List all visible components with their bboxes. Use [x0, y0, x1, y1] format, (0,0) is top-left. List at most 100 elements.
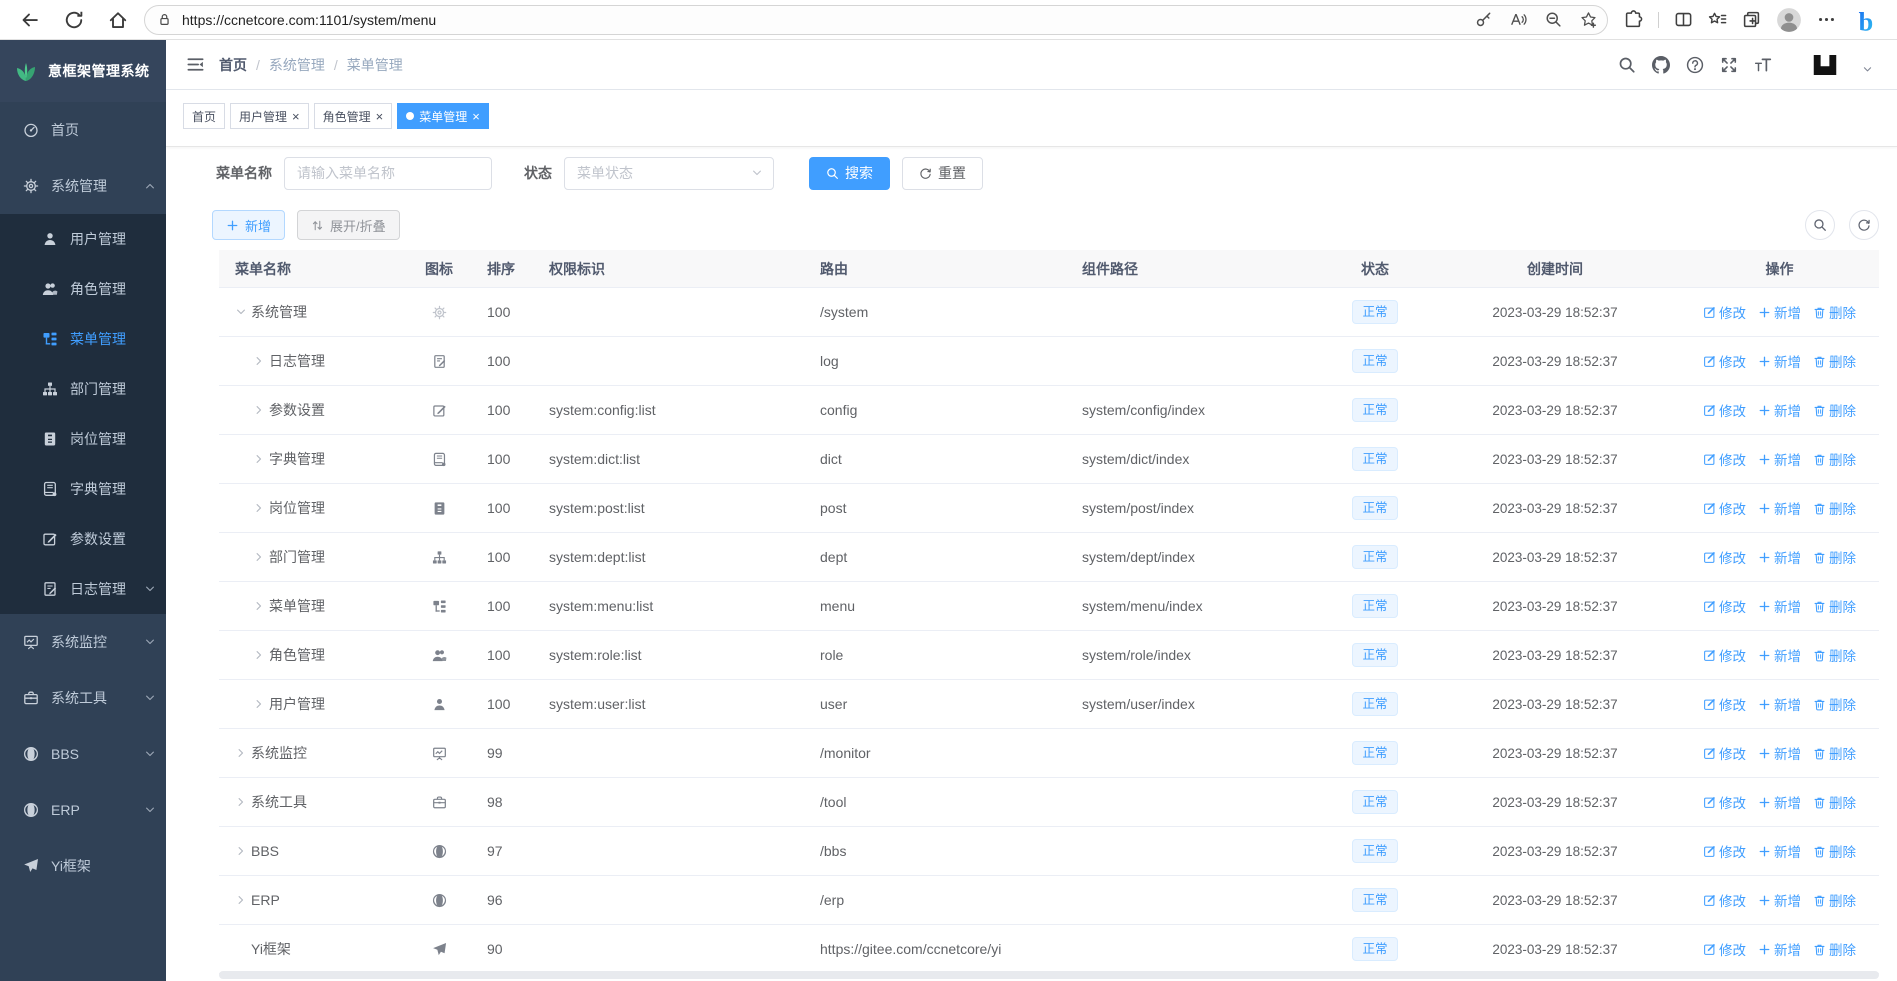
reset-button[interactable]: 重置: [902, 156, 983, 190]
row-edit-button[interactable]: 修改: [1703, 596, 1746, 616]
chevron-right-icon[interactable]: [253, 698, 265, 710]
tab-menu[interactable]: 菜单管理 ×: [397, 103, 489, 129]
reload-icon[interactable]: [64, 10, 84, 30]
sidebar-item-yi[interactable]: Yi框架: [0, 838, 166, 894]
row-delete-button[interactable]: 删除: [1813, 400, 1856, 420]
row-delete-button[interactable]: 删除: [1813, 596, 1856, 616]
search-button[interactable]: 搜索: [809, 156, 890, 190]
profile-avatar[interactable]: [1776, 7, 1802, 33]
row-edit-button[interactable]: 修改: [1703, 743, 1746, 763]
url-text[interactable]: https://ccnetcore.com:1101/system/menu: [182, 11, 437, 28]
chevron-right-icon[interactable]: [253, 404, 265, 416]
sidebar-item-system[interactable]: 系统管理: [0, 158, 166, 214]
password-key-icon[interactable]: [1475, 11, 1492, 28]
home-icon[interactable]: [108, 10, 128, 30]
row-add-button[interactable]: 新增: [1758, 351, 1801, 371]
row-edit-button[interactable]: 修改: [1703, 890, 1746, 910]
row-add-button[interactable]: 新增: [1758, 694, 1801, 714]
chevron-right-icon[interactable]: [235, 894, 247, 906]
chevron-right-icon[interactable]: [253, 551, 265, 563]
row-add-button[interactable]: 新增: [1758, 400, 1801, 420]
sidebar-item-monitor[interactable]: 系统监控: [0, 614, 166, 670]
chevron-right-icon[interactable]: [235, 845, 247, 857]
collections-icon[interactable]: [1742, 10, 1761, 29]
tab-user[interactable]: 用户管理 ×: [230, 103, 309, 129]
row-edit-button[interactable]: 修改: [1703, 449, 1746, 469]
row-delete-button[interactable]: 删除: [1813, 694, 1856, 714]
tab-close-icon[interactable]: ×: [472, 108, 480, 124]
tab-role[interactable]: 角色管理 ×: [313, 103, 393, 129]
breadcrumb-item[interactable]: 系统管理: [268, 56, 325, 73]
settings-more-icon[interactable]: [1817, 10, 1836, 29]
row-add-button[interactable]: 新增: [1758, 743, 1801, 763]
chevron-right-icon[interactable]: [253, 453, 265, 465]
row-delete-button[interactable]: 删除: [1813, 792, 1856, 812]
row-edit-button[interactable]: 修改: [1703, 400, 1746, 420]
breadcrumb-item[interactable]: 首页: [219, 56, 247, 73]
sidebar-item-bbs[interactable]: BBS: [0, 726, 166, 782]
row-edit-button[interactable]: 修改: [1703, 645, 1746, 665]
row-edit-button[interactable]: 修改: [1703, 498, 1746, 518]
tab-close-icon[interactable]: ×: [292, 108, 300, 124]
refresh-table-button[interactable]: [1849, 210, 1879, 240]
row-edit-button[interactable]: 修改: [1703, 939, 1746, 959]
row-edit-button[interactable]: 修改: [1703, 547, 1746, 567]
github-icon[interactable]: [1652, 56, 1670, 74]
row-delete-button[interactable]: 删除: [1813, 939, 1856, 959]
sidebar-item-role[interactable]: 角色管理: [0, 264, 166, 314]
chevron-right-icon[interactable]: [253, 600, 265, 612]
user-menu-logo[interactable]: [1808, 50, 1842, 80]
sidebar-item-menu[interactable]: 菜单管理: [0, 314, 166, 364]
chevron-right-icon[interactable]: [235, 747, 247, 759]
row-add-button[interactable]: 新增: [1758, 890, 1801, 910]
sidebar-item-home[interactable]: 首页: [0, 102, 166, 158]
row-add-button[interactable]: 新增: [1758, 792, 1801, 812]
row-add-button[interactable]: 新增: [1758, 841, 1801, 861]
collapse-sidebar-icon[interactable]: [186, 55, 205, 74]
read-aloud-icon[interactable]: [1510, 11, 1527, 28]
row-add-button[interactable]: 新增: [1758, 645, 1801, 665]
copilot-icon[interactable]: [1853, 5, 1883, 35]
help-icon[interactable]: [1686, 56, 1704, 74]
row-add-button[interactable]: 新增: [1758, 449, 1801, 469]
sidebar-item-post[interactable]: 岗位管理: [0, 414, 166, 464]
row-edit-button[interactable]: 修改: [1703, 351, 1746, 371]
sidebar-item-erp[interactable]: ERP: [0, 782, 166, 838]
row-add-button[interactable]: 新增: [1758, 596, 1801, 616]
row-edit-button[interactable]: 修改: [1703, 841, 1746, 861]
favorites-icon[interactable]: [1708, 10, 1727, 29]
sidebar-item-config[interactable]: 参数设置: [0, 514, 166, 564]
chevron-right-icon[interactable]: [253, 355, 265, 367]
address-bar[interactable]: https://ccnetcore.com:1101/system/menu: [144, 4, 1608, 35]
extensions-icon[interactable]: [1624, 10, 1643, 29]
row-add-button[interactable]: 新增: [1758, 498, 1801, 518]
sidebar-item-dept[interactable]: 部门管理: [0, 364, 166, 414]
row-delete-button[interactable]: 删除: [1813, 841, 1856, 861]
row-delete-button[interactable]: 删除: [1813, 547, 1856, 567]
menu-name-input[interactable]: [284, 156, 492, 190]
lock-icon[interactable]: [157, 12, 172, 27]
add-favorite-icon[interactable]: [1580, 11, 1597, 28]
row-add-button[interactable]: 新增: [1758, 302, 1801, 322]
font-size-icon[interactable]: [1754, 56, 1772, 74]
status-select[interactable]: 菜单状态: [564, 156, 774, 190]
tab-close-icon[interactable]: ×: [375, 108, 384, 124]
zoom-out-icon[interactable]: [1545, 11, 1562, 28]
toggle-search-button[interactable]: [1805, 210, 1835, 240]
row-delete-button[interactable]: 删除: [1813, 890, 1856, 910]
expand-collapse-button[interactable]: 展开/折叠: [297, 210, 400, 240]
sidebar-item-log[interactable]: 日志管理: [0, 564, 166, 614]
chevron-right-icon[interactable]: [253, 649, 265, 661]
row-delete-button[interactable]: 删除: [1813, 351, 1856, 371]
split-screen-icon[interactable]: [1674, 10, 1693, 29]
add-button[interactable]: 新增: [212, 210, 286, 240]
sidebar-item-user[interactable]: 用户管理: [0, 214, 166, 264]
row-add-button[interactable]: 新增: [1758, 939, 1801, 959]
row-edit-button[interactable]: 修改: [1703, 694, 1746, 714]
sidebar-item-tool[interactable]: 系统工具: [0, 670, 166, 726]
row-delete-button[interactable]: 删除: [1813, 302, 1856, 322]
tab-home[interactable]: 首页: [183, 103, 226, 129]
row-add-button[interactable]: 新增: [1758, 547, 1801, 567]
chevron-right-icon[interactable]: [235, 796, 247, 808]
row-delete-button[interactable]: 删除: [1813, 498, 1856, 518]
